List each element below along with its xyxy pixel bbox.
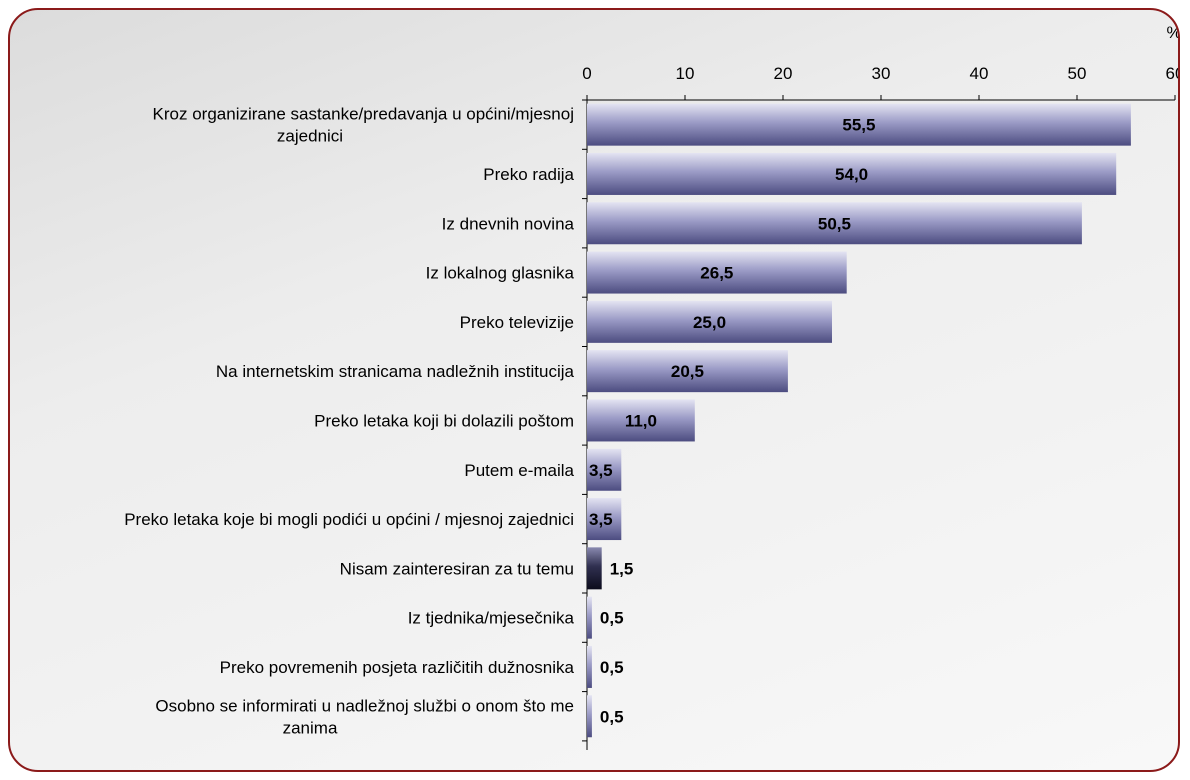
bar [587, 498, 622, 541]
x-tick-label: 20 [774, 64, 793, 83]
category-label: Kroz organizirane sastanke/predavanja u … [153, 105, 574, 124]
bar [587, 448, 622, 491]
value-label: 11,0 [625, 411, 657, 430]
bar [587, 103, 1131, 146]
value-label: 0,5 [600, 609, 624, 628]
bar [587, 350, 788, 393]
category-label: Preko televizije [460, 313, 574, 332]
value-label: 26,5 [700, 264, 733, 283]
value-label: 0,5 [600, 658, 624, 677]
category-label: Iz lokalnog glasnika [426, 264, 575, 283]
category-label: Preko povremenih posjeta različitih dužn… [220, 658, 575, 677]
bar [587, 300, 832, 343]
category-label: Nisam zainteresiran za tu temu [340, 559, 574, 578]
category-label: Na internetskim stranicama nadležnih ins… [216, 362, 575, 381]
x-tick-label: 40 [970, 64, 989, 83]
bar [587, 695, 592, 738]
bar [587, 399, 695, 442]
x-tick-label: 30 [872, 64, 891, 83]
bar [587, 547, 602, 590]
value-label: 1,5 [610, 559, 634, 578]
x-tick-label: 60 [1166, 64, 1180, 83]
category-label: zanima [283, 718, 338, 737]
category-label: zajednici [277, 127, 343, 146]
bar [587, 596, 592, 639]
value-label: 3,5 [589, 510, 613, 529]
bar [587, 645, 592, 688]
value-label: 20,5 [671, 362, 704, 381]
value-label: 0,5 [600, 707, 624, 726]
bar [587, 152, 1117, 195]
x-tick-label: 10 [676, 64, 695, 83]
category-label: Preko letaka koji bi dolazili poštom [314, 411, 574, 430]
unit-label: % [1166, 23, 1180, 42]
category-label: Preko radija [483, 165, 574, 184]
category-label: Preko letaka koje bi mogli podići u opći… [124, 510, 574, 529]
bar [587, 202, 1082, 245]
value-label: 54,0 [835, 165, 868, 184]
category-label: Osobno se informirati u nadležnoj službi… [155, 696, 574, 715]
value-label: 50,5 [818, 214, 851, 233]
value-label: 55,5 [842, 116, 875, 135]
x-tick-label: 0 [582, 64, 591, 83]
category-label: Iz dnevnih novina [442, 214, 575, 233]
chart-frame: % 0 10 20 30 40 50 60 Kroz organizirane sastan… [8, 8, 1180, 772]
bar [587, 251, 847, 294]
category-label: Putem e-maila [464, 461, 574, 480]
value-label: 3,5 [589, 461, 613, 480]
x-tick-label: 50 [1068, 64, 1087, 83]
category-label: Iz tjednika/mjesečnika [408, 609, 575, 628]
value-label: 25,0 [693, 313, 726, 332]
bar-chart: % 0 10 20 30 40 50 60 Kroz organizirane sastan… [124, 23, 1180, 750]
